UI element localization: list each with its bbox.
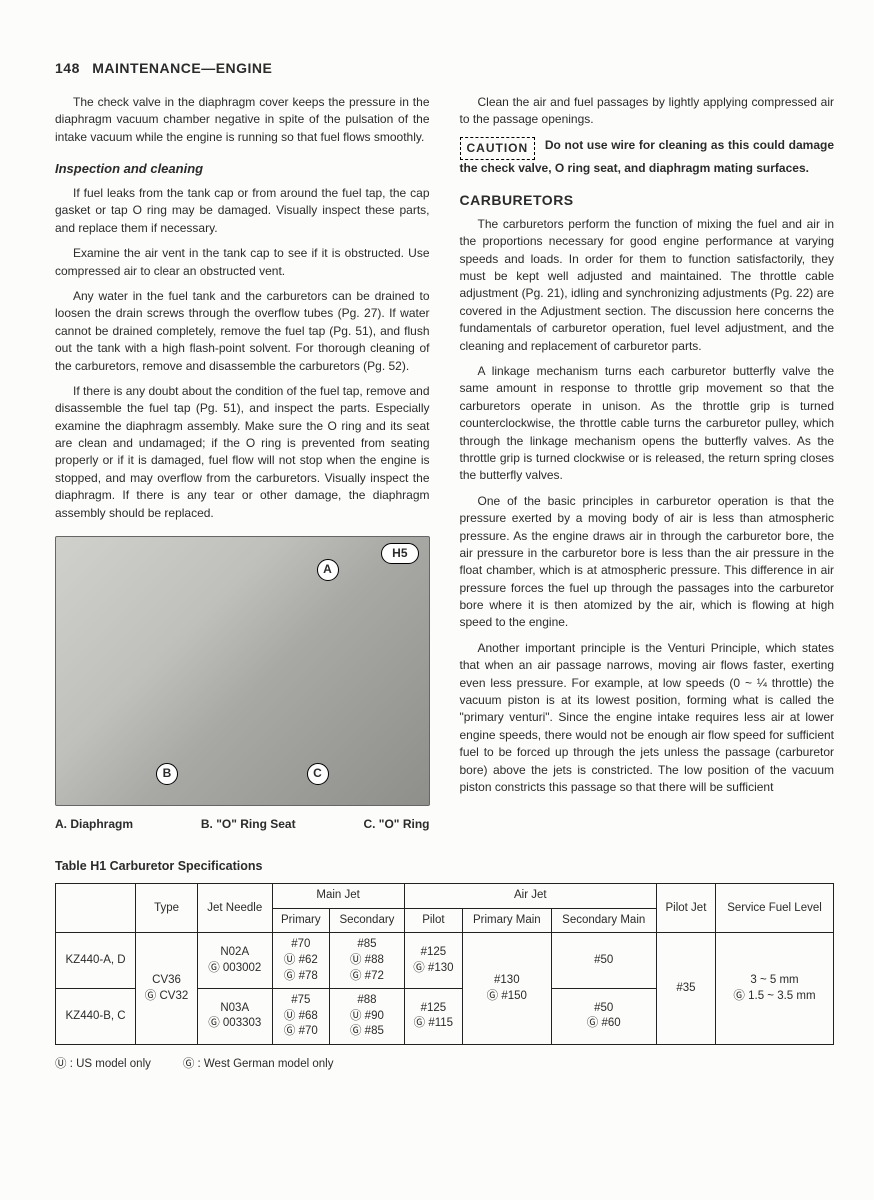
th-type: Type — [136, 884, 198, 933]
right-p5: Another important principle is the Ventu… — [460, 640, 835, 797]
subhead-inspection: Inspection and cleaning — [55, 160, 430, 179]
left-p4: Any water in the fuel tank and the carbu… — [55, 288, 430, 375]
cell-pilotjet: #35 — [656, 933, 715, 1044]
cell-type: CV36Ⓖ CV32 — [136, 933, 198, 1044]
cell-airprimarymain: #130Ⓖ #150 — [463, 933, 551, 1044]
cell-model-b: KZ440-B, C — [56, 989, 136, 1045]
th-service-fuel: Service Fuel Level — [716, 884, 834, 933]
left-p1: The check valve in the diaphragm cover k… — [55, 94, 430, 146]
page-title: MAINTENANCE—ENGINE — [92, 60, 272, 76]
page-number: 148 — [55, 60, 80, 76]
table-legend: Ⓤ : US model only Ⓖ : West German model … — [55, 1055, 834, 1071]
right-column: Clean the air and fuel passages by light… — [460, 94, 835, 837]
figure-caption-c: C. "O" Ring — [363, 816, 429, 833]
th-pilot-jet: Pilot Jet — [656, 884, 715, 933]
figure-label-b: B — [156, 763, 178, 785]
cell-jetneedle-b: N03AⒼ 003303 — [197, 989, 272, 1045]
th-blank — [56, 884, 136, 933]
th-jet-needle: Jet Needle — [197, 884, 272, 933]
figure-caption-row: A. Diaphragm B. "O" Ring Seat C. "O" Rin… — [55, 816, 430, 833]
cell-airpilot-b: #125Ⓖ #115 — [404, 989, 462, 1045]
spec-table: Type Jet Needle Main Jet Air Jet Pilot J… — [55, 883, 834, 1044]
th-air-pilot: Pilot — [404, 908, 462, 933]
right-p1: Clean the air and fuel passages by light… — [460, 94, 835, 129]
figure-label-c: C — [307, 763, 329, 785]
table-title: Table H1 Carburetor Specifications — [55, 859, 834, 873]
th-main-primary: Primary — [272, 908, 330, 933]
cell-mainsecondary-a: #85Ⓤ #88Ⓖ #72 — [330, 933, 405, 989]
cell-airpilot-a: #125Ⓖ #130 — [404, 933, 462, 989]
right-p3: A linkage mechanism turns each carbureto… — [460, 363, 835, 485]
th-main-secondary: Secondary — [330, 908, 405, 933]
figure-label-a: A — [317, 559, 339, 581]
left-p5: If there is any doubt about the conditio… — [55, 383, 430, 522]
table-header-row-1: Type Jet Needle Main Jet Air Jet Pilot J… — [56, 884, 834, 909]
cell-mainprimary-a: #70Ⓤ #62Ⓖ #78 — [272, 933, 330, 989]
th-air-secondary-main: Secondary Main — [551, 908, 656, 933]
cell-airsecondarymain-b: #50Ⓖ #60 — [551, 989, 656, 1045]
th-main-jet: Main Jet — [272, 884, 404, 909]
th-air-primary-main: Primary Main — [463, 908, 551, 933]
page: 148 MAINTENANCE—ENGINE The check valve i… — [55, 60, 834, 1071]
cell-servicefuel: 3 ~ 5 mmⒼ 1.5 ~ 3.5 mm — [716, 933, 834, 1044]
figure-tag: H5 — [381, 543, 418, 564]
section-head-carburetors: CARBURETORS — [460, 190, 835, 210]
table-row: KZ440-A, D CV36Ⓖ CV32 N02AⒼ 003002 #70Ⓤ … — [56, 933, 834, 989]
two-columns: The check valve in the diaphragm cover k… — [55, 94, 834, 837]
figure-h5: H5 A B C — [55, 536, 430, 806]
cell-mainsecondary-b: #88Ⓤ #90Ⓖ #85 — [330, 989, 405, 1045]
th-air-jet: Air Jet — [404, 884, 656, 909]
legend-g: Ⓖ : West German model only — [183, 1058, 334, 1070]
right-p2: The carburetors perform the function of … — [460, 216, 835, 355]
cell-model-a: KZ440-A, D — [56, 933, 136, 989]
figure-caption-a: A. Diaphragm — [55, 816, 133, 833]
left-p2: If fuel leaks from the tank cap or from … — [55, 185, 430, 237]
right-p4: One of the basic principles in carbureto… — [460, 493, 835, 632]
page-header: 148 MAINTENANCE—ENGINE — [55, 60, 834, 76]
left-p3: Examine the air vent in the tank cap to … — [55, 245, 430, 280]
caution-label: CAUTION — [460, 137, 536, 160]
figure-caption-b: B. "O" Ring Seat — [201, 816, 296, 833]
cell-mainprimary-b: #75Ⓤ #68Ⓖ #70 — [272, 989, 330, 1045]
legend-u: Ⓤ : US model only — [55, 1058, 151, 1070]
caution-block: CAUTION Do not use wire for cleaning as … — [460, 137, 835, 178]
left-column: The check valve in the diaphragm cover k… — [55, 94, 430, 837]
cell-airsecondarymain-a: #50 — [551, 933, 656, 989]
cell-jetneedle-a: N02AⒼ 003002 — [197, 933, 272, 989]
